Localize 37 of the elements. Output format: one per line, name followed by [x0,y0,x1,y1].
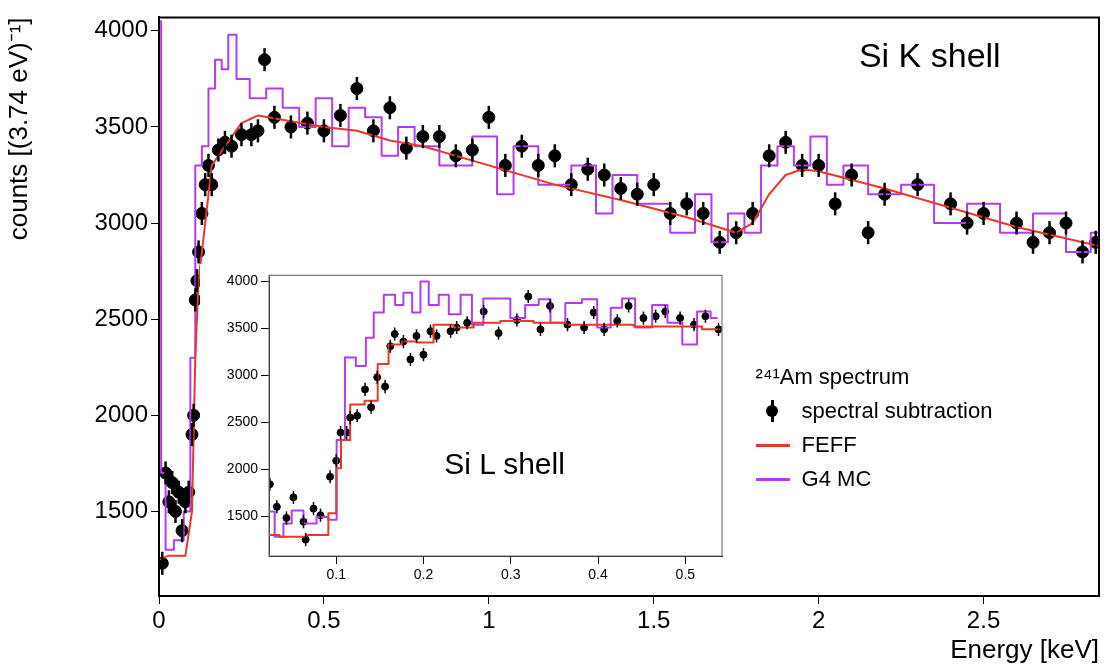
y-tick-label: 1500 [94,496,148,524]
x-tick-label: 0.3 [501,566,521,583]
y-tick-label: 3000 [94,207,148,235]
y-tick-label: 3500 [226,319,259,336]
x-tick-label: 0.5 [675,566,696,583]
annotation: Si K shell [858,36,1001,75]
y-tick-label: 2000 [94,399,148,427]
annotation: Si L shell [444,447,565,481]
y-tick-label: 3500 [94,111,148,139]
point [639,314,648,323]
legend-label: FEFF [801,432,857,459]
x-tick-label: 0.5 [307,606,341,634]
legend-label: spectral subtraction [801,398,993,425]
x-tick-label: 2.5 [966,606,1001,634]
point [390,330,399,339]
legend-label: G4 MC [801,466,872,493]
y-tick-label: 4000 [226,272,259,289]
point [282,513,291,522]
y-tick-label: 2500 [94,303,148,331]
x-tick-label: 0 [152,606,166,634]
x-axis-title: Energy [keV] [950,633,1099,664]
y-tick-label: 1500 [226,506,259,523]
legend-title: ²⁴¹Am spectrum [755,363,911,392]
x-tick-label: 0.4 [588,566,608,583]
y-tick-label: 4000 [94,15,148,43]
y-tick-label: 3000 [226,366,259,383]
y-tick-label: 2500 [226,413,259,430]
point [624,301,633,310]
y-tick-label: 2000 [226,460,259,477]
x-tick-label: 1 [482,606,496,634]
point [412,331,421,340]
x-tick-label: 2 [811,606,826,634]
point [494,329,503,338]
x-tick-label: 1.5 [637,606,671,634]
x-tick-label: 0.2 [413,566,434,583]
y-axis-title: counts [(3.74 eV)⁻¹] [2,17,33,241]
x-tick-label: 0.1 [326,566,347,583]
